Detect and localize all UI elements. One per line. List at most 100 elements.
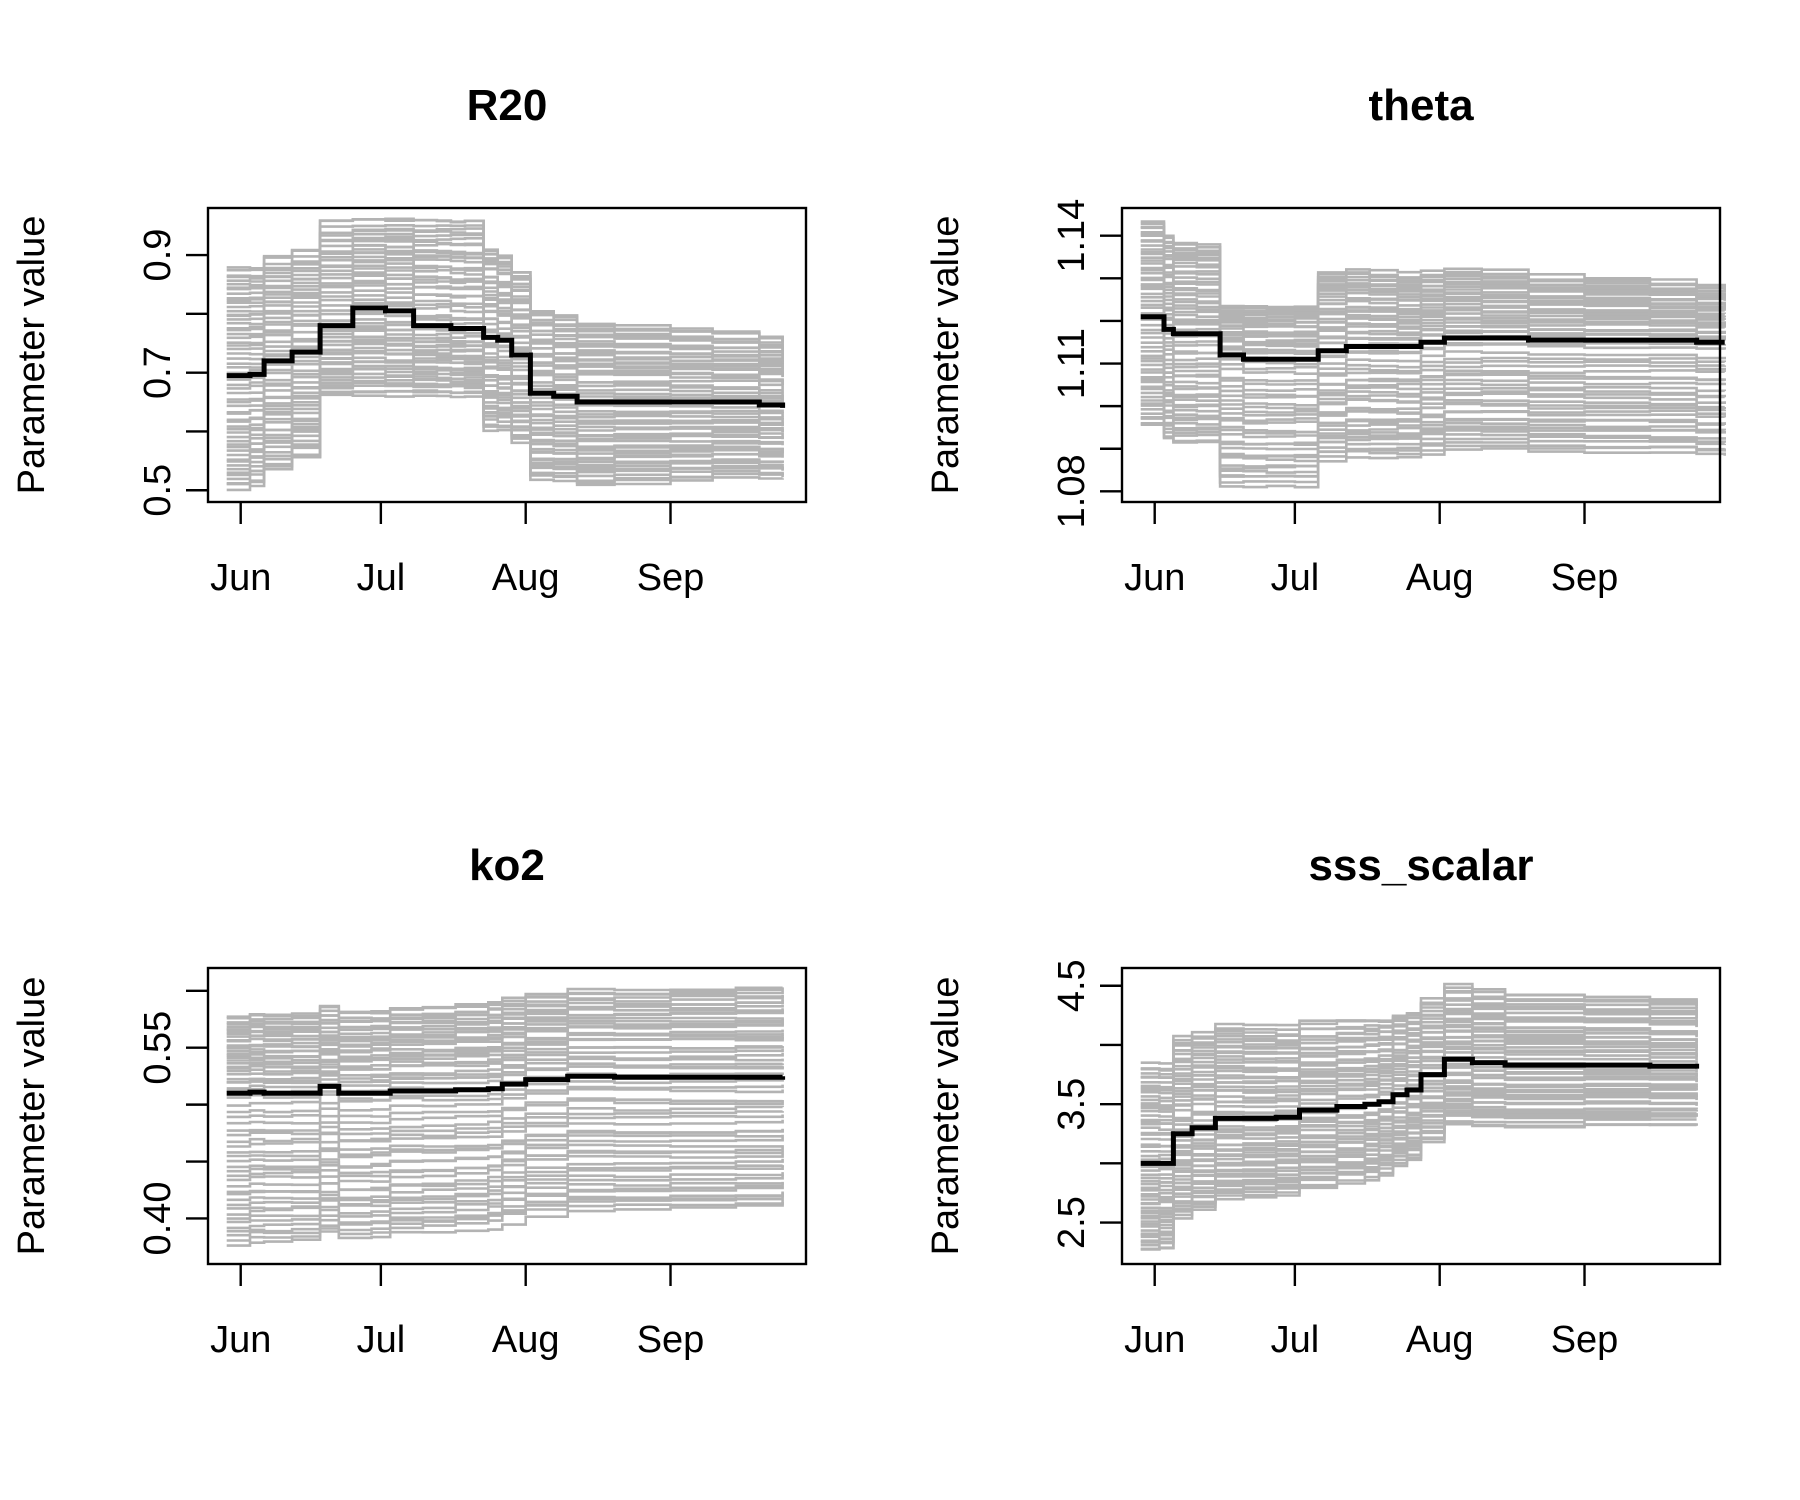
ko2-ensemble-line [226, 1114, 784, 1144]
sss-scalar-ylabel: Parameter value [925, 977, 967, 1256]
panel-sss-scalar: sss_scalar Parameter value Jun Jul Aug Sep 2.5… [925, 841, 1722, 1361]
ko2-mean-line [226, 1073, 786, 1096]
ko2-ylabel: Parameter value [11, 977, 53, 1256]
ko2-ensemble-line [226, 1192, 784, 1233]
panel-r20: R20 Parameter value Jun Jul Aug Sep 0.5 0.7 0.9 [11, 81, 808, 599]
r20-ensemble [226, 217, 784, 492]
theta-x-tick-label: Jul [1271, 557, 1320, 599]
sss-scalar-ensemble-line [1140, 1121, 1698, 1251]
sss-scalar-ensemble-line [1140, 1047, 1698, 1153]
ko2-ensemble-line [226, 1200, 784, 1242]
theta-mean-line [1140, 314, 1725, 362]
theta-plot-frame [1120, 206, 1722, 504]
sss-scalar-plot-frame [1120, 966, 1722, 1266]
ko2-ensemble-line [226, 1174, 784, 1210]
theta-ensemble-line [1140, 341, 1726, 392]
ko2-ensemble-line [226, 1110, 784, 1137]
r20-ensemble-line [226, 379, 784, 472]
ko2-ensemble-line [226, 1172, 784, 1207]
theta-y-tick-label: 1.14 [1051, 199, 1093, 273]
r20-plot-frame [206, 206, 808, 504]
ko2-ensemble-line [226, 1165, 784, 1202]
ko2-ensemble-line [226, 994, 784, 1026]
theta-ensemble-line [1140, 385, 1726, 446]
theta-ensemble-line [1140, 303, 1726, 355]
sss-scalar-ensemble-line [1140, 1105, 1698, 1228]
r20-ensemble-line [226, 346, 784, 444]
ko2-ensemble-line [226, 1087, 784, 1114]
theta-ensemble-line [1140, 404, 1726, 468]
sss-scalar-ensemble-line [1140, 1071, 1698, 1184]
ko2-plot-frame [206, 966, 808, 1266]
ko2-ensemble-line [226, 1153, 784, 1188]
sss-scalar-y-tick-label: 4.5 [1051, 959, 1093, 1012]
ko2-ensemble-line [226, 1134, 784, 1163]
theta-ensemble-line [1140, 408, 1726, 470]
theta-ensemble-line [1140, 220, 1726, 309]
ko2-ensemble-line [226, 999, 784, 1032]
sss-scalar-ensemble-line [1140, 982, 1698, 1065]
ko2-ensemble-line [226, 1202, 784, 1247]
sss-scalar-x-tick-label: Sep [1551, 1319, 1619, 1361]
ko2-ensemble-line [226, 1009, 784, 1038]
sss-scalar-title: sss_scalar [1308, 841, 1533, 890]
r20-y-tick-label: 0.5 [137, 464, 179, 517]
sss-scalar-x-tick-label: Aug [1406, 1319, 1474, 1361]
theta-ensemble-line [1140, 399, 1726, 459]
sss-scalar-ensemble-line [1140, 1042, 1698, 1148]
ko2-x-tick-label: Aug [492, 1319, 560, 1361]
r20-y-tick-label: 0.7 [137, 346, 179, 399]
theta-ensemble-line [1140, 363, 1726, 417]
theta-ensemble-line [1140, 345, 1726, 398]
ko2-ensemble-line [226, 999, 784, 1031]
ko2-x-tick-label: Jun [210, 1319, 271, 1361]
ko2-ensemble-line [226, 1105, 784, 1132]
sss-scalar-x-tick-label: Jun [1124, 1319, 1185, 1361]
r20-ylabel: Parameter value [11, 216, 53, 495]
theta-ensemble-line [1140, 259, 1726, 329]
ko2-title: ko2 [469, 841, 545, 890]
ko2-ensemble-line [226, 994, 784, 1029]
sss-scalar-ensemble-line [1140, 1035, 1698, 1135]
sss-scalar-ensemble-line [1140, 1025, 1698, 1122]
ko2-ensemble-line [226, 1018, 784, 1049]
theta-ensemble-line [1140, 376, 1726, 434]
r20-mean-line [226, 305, 786, 408]
ko2-ensemble-line [226, 1084, 784, 1107]
ko2-ensemble-line [226, 1119, 784, 1148]
sss-scalar-ensemble-line [1140, 1007, 1698, 1092]
ko2-ensemble-line [226, 1062, 784, 1084]
sss-scalar-y-tick-label: 2.5 [1051, 1196, 1093, 1249]
ko2-x-tick-label: Jul [357, 1319, 406, 1361]
sss-scalar-ensemble-line [1140, 1051, 1698, 1158]
theta-y-tick-label: 1.11 [1051, 328, 1093, 399]
ko2-ensemble-line [226, 1158, 784, 1194]
sss-scalar-x-tick-label: Jul [1271, 1319, 1320, 1361]
ko2-y-tick-label: 0.40 [137, 1181, 179, 1255]
ko2-ensemble-line [226, 1045, 784, 1069]
theta-title: theta [1368, 81, 1474, 130]
r20-x-tick-label: Jun [210, 557, 271, 599]
theta-ensemble-line [1140, 416, 1726, 478]
ko2-ensemble-line [226, 986, 784, 1018]
sss-scalar-ensemble-line [1140, 1017, 1698, 1109]
theta-x-tick-label: Sep [1551, 557, 1619, 599]
r20-y-tick-label: 0.9 [137, 229, 179, 282]
theta-ensemble-line [1140, 331, 1726, 383]
sss-scalar-ensemble-line [1140, 1040, 1698, 1141]
theta-ensemble-line [1140, 378, 1726, 435]
theta-ensemble-line [1140, 222, 1726, 310]
r20-x-tick-label: Sep [637, 557, 705, 599]
r20-title: R20 [467, 81, 548, 130]
ko2-ensemble-line [226, 1137, 784, 1169]
r20-ensemble-line [226, 267, 784, 377]
theta-ensemble-line [1140, 296, 1726, 353]
r20-x-tick-label: Aug [492, 557, 560, 599]
ko2-ensemble [226, 986, 784, 1247]
theta-x-tick-label: Aug [1406, 557, 1474, 599]
sss-scalar-ensemble-line [1140, 1064, 1698, 1172]
ko2-ensemble-line [226, 1004, 784, 1034]
r20-x-tick-label: Jul [357, 557, 406, 599]
